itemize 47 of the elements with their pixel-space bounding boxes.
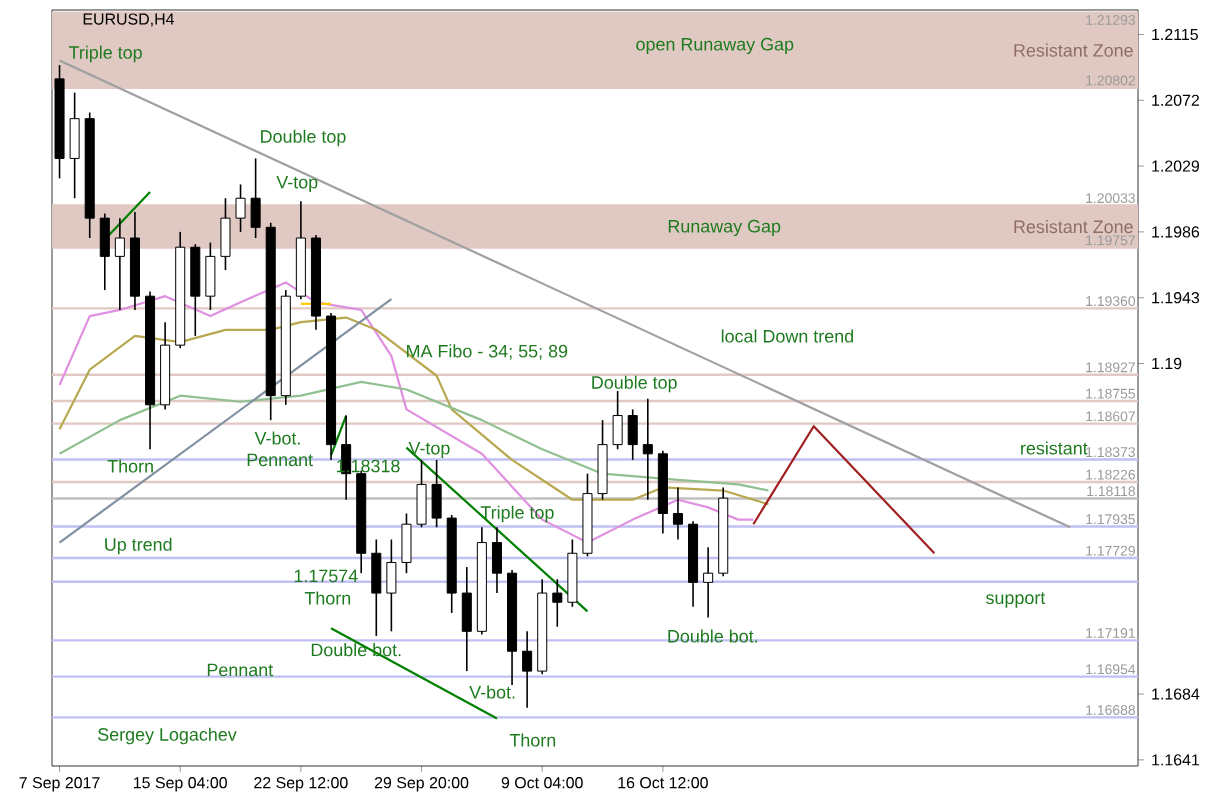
- annotation: V-top: [408, 441, 450, 459]
- annotation: Thorn: [304, 591, 351, 605]
- candlestick: [431, 459, 442, 529]
- candlestick: [612, 390, 623, 451]
- candlestick: [642, 397, 653, 501]
- candlestick: [552, 578, 563, 628]
- candlestick: [416, 459, 427, 529]
- candlestick: [69, 91, 80, 200]
- annotation: Sergey Logachev: [98, 727, 237, 745]
- annotation: 1.17574: [294, 569, 358, 583]
- candlestick: [522, 630, 533, 709]
- candlestick: [672, 486, 683, 541]
- candlestick: [491, 526, 502, 594]
- candlestick: [220, 197, 231, 271]
- band-label: Resistant Zone: [1014, 43, 1133, 57]
- annotation: Pennant: [207, 663, 274, 677]
- annotation: Double bot.: [668, 629, 757, 643]
- annotation: Double top: [261, 129, 346, 147]
- annotation: Triple top: [68, 45, 142, 63]
- annotation: resistant: [1021, 441, 1088, 455]
- annotation: MA Fibo - 34; 55; 89: [407, 344, 568, 360]
- annotation: support: [986, 592, 1046, 608]
- candlestick: [371, 538, 382, 637]
- annotation: Thorn: [107, 459, 153, 473]
- annotation: Thorn: [509, 733, 556, 747]
- annotation: V-top: [276, 175, 318, 193]
- candlestick: [205, 241, 216, 311]
- annotation: Double top: [592, 375, 677, 393]
- annotation: Double bot.: [311, 643, 401, 657]
- candlestick: [235, 183, 246, 233]
- candlestick: [99, 212, 110, 291]
- annotation: Triple top: [480, 505, 554, 523]
- annotation: Runaway Gap: [668, 219, 781, 237]
- candlestick: [250, 157, 261, 239]
- candlestick: [114, 217, 125, 311]
- candlestick: [703, 546, 714, 619]
- candlestick: [461, 566, 472, 672]
- annotation: local Down trend: [721, 329, 853, 343]
- annotation: V-bot.: [254, 431, 300, 445]
- candlestick: [627, 408, 638, 461]
- annotation: open Runaway Gap: [636, 37, 794, 55]
- candlestick: [386, 538, 397, 633]
- band-label: Resistant Zone: [1014, 219, 1133, 234]
- annotation: Up trend: [105, 537, 172, 555]
- annotation: V-bot.: [469, 685, 515, 699]
- candlestick: [401, 512, 412, 574]
- annotation: Pennant: [247, 453, 313, 467]
